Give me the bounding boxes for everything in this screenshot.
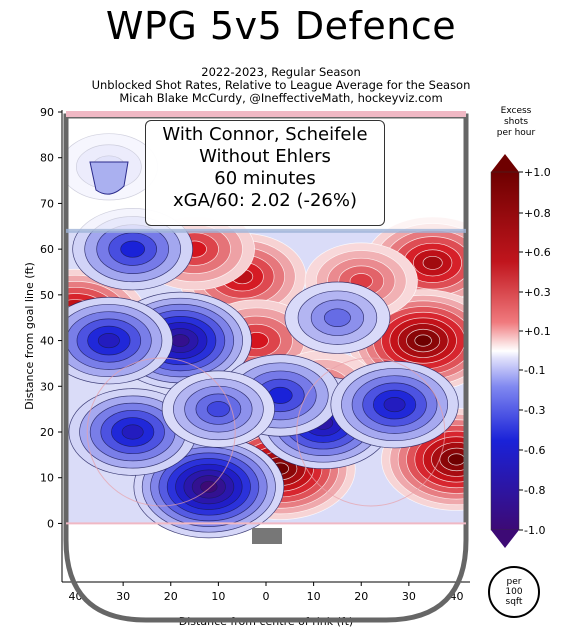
subtitle-description: Unblocked Shot Rates, Relative to League…: [91, 78, 471, 92]
heat-hotspot: [330, 360, 459, 449]
y-tick-label: 20: [40, 426, 54, 439]
x-tick-label: 0: [263, 590, 270, 603]
x-tick-label: 10: [307, 590, 321, 603]
y-tick-label: 90: [40, 106, 54, 119]
subtitle-author: Micah Blake McCurdy, @IneffectiveMath, h…: [119, 91, 443, 105]
unit-badge: per 100 sqft: [488, 566, 540, 618]
annotation-line-with: With Connor, Scheifele: [162, 124, 368, 145]
x-tick-label: 30: [402, 590, 416, 603]
x-tick-label: 20: [164, 590, 178, 603]
y-tick-label: 80: [40, 152, 54, 165]
annotation-line-without: Without Ehlers: [199, 146, 331, 167]
heatmap-surface: [66, 116, 466, 539]
y-tick-label: 30: [40, 380, 54, 393]
colorbar-tick-label: +1.0: [524, 166, 551, 179]
colorbar-tick-label: -0.1: [524, 364, 545, 377]
colorbar-tick-label: +0.8: [524, 207, 551, 220]
y-tick-label: 10: [40, 472, 54, 485]
y-tick-label: 60: [40, 243, 54, 256]
y-tick-label: 0: [47, 517, 54, 530]
annotation-line-xga: xGA/60: 2.02 (-26%): [172, 190, 358, 211]
goal-net: [252, 528, 282, 544]
y-tick-label: 40: [40, 335, 54, 348]
x-tick-label: 20: [354, 590, 368, 603]
colorbar-tick-label: -0.8: [524, 484, 545, 497]
colorbar-tick-label: +0.3: [524, 286, 551, 299]
heat-hotspot: [284, 281, 391, 354]
annotation-box: With Connor, Scheifele Without Ehlers 60…: [145, 120, 385, 226]
heat-hotspot: [66, 296, 173, 385]
colorbar-tick-label: -0.6: [524, 444, 545, 457]
annotation-line-minutes: 60 minutes: [214, 168, 316, 189]
chart-title: WPG 5v5 Defence: [105, 4, 457, 48]
y-tick-label: 70: [40, 197, 54, 210]
subtitle-season: 2022-2023, Regular Season: [201, 65, 361, 79]
y-axis-label: Distance from goal line (ft): [23, 262, 36, 410]
rink-outline: [63, 111, 469, 623]
colorbar-tick-label: -1.0: [524, 524, 545, 537]
colorbar-tick-label: -0.3: [524, 404, 545, 417]
colorbar-title: Excess shots per hour: [496, 106, 536, 138]
colorbar-tick-label: +0.6: [524, 246, 551, 259]
heat-hotspot: [161, 370, 275, 448]
colorbar-tick-label: +0.1: [524, 325, 551, 338]
colorbar: +1.0 +0.8 +0.6 +0.3 +0.1 -0.1 -0.3 -0.6 -0.8 -1.0: [490, 154, 551, 548]
x-tick-label: 10: [211, 590, 225, 603]
x-tick-label: 30: [116, 590, 130, 603]
y-tick-label: 50: [40, 289, 54, 302]
